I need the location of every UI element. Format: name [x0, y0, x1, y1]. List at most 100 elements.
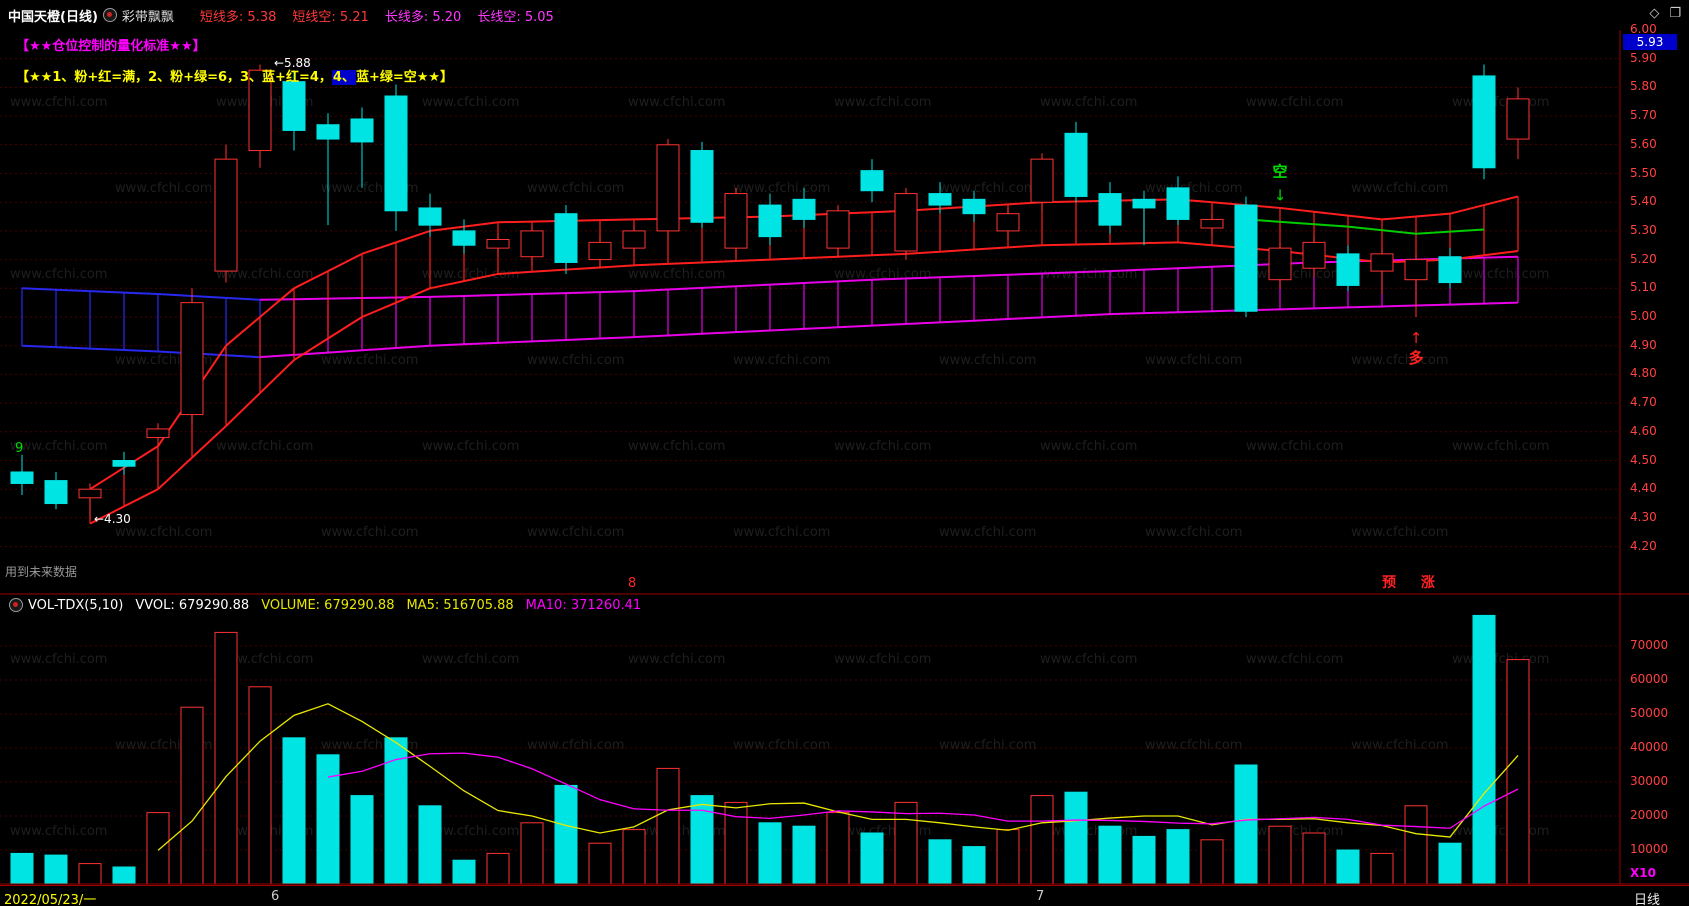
candle: [1166, 187, 1190, 220]
long-band-bottom: [1075, 313, 1111, 317]
price-axis-label: 4.70: [1630, 395, 1657, 410]
long-band-top: [1007, 272, 1043, 276]
candle: [1336, 253, 1360, 286]
candle: [1302, 241, 1326, 269]
long-band-bottom: [1279, 307, 1315, 311]
period-label[interactable]: 日线: [1634, 893, 1661, 906]
price-axis-label: 4.20: [1630, 538, 1657, 553]
long-band-bottom: [1143, 311, 1179, 315]
long-band-bottom: [735, 329, 771, 334]
price-axis-label: 5.50: [1630, 165, 1657, 180]
price-axis-label: 4.60: [1630, 423, 1657, 438]
long-band-top: [89, 290, 125, 294]
long-band-bottom: [55, 346, 91, 350]
short-band-top: [225, 316, 261, 347]
ma5-value: MA5: 516705.88: [406, 597, 514, 613]
short-band-bottom: [769, 257, 805, 261]
volume-bar: [1098, 825, 1122, 885]
indicator-name[interactable]: 彩带飘飘: [121, 9, 174, 25]
short-band-top: [327, 252, 363, 272]
volume-bar: [1404, 805, 1428, 885]
watermark-text: www.cfchi.com: [527, 525, 625, 540]
ribbon-legend-seg1: 【★★1、粉+红=满，2、粉+绿=6，3、蓝+红=4，: [16, 70, 332, 85]
price-axis-label: 4.90: [1630, 337, 1657, 352]
long-band-bottom: [803, 326, 839, 330]
watermark-text: www.cfchi.com: [1351, 181, 1449, 196]
candle: [452, 230, 476, 246]
indicator-value: 短线多: 5.38: [199, 9, 277, 25]
long-band-top: [361, 296, 397, 300]
long-band-bottom: [463, 341, 499, 346]
long-band-top: [1075, 270, 1111, 274]
watermark-text: www.cfchi.com: [733, 353, 831, 368]
short-band-bottom: [667, 261, 703, 265]
candle: [1064, 132, 1088, 197]
price-axis-label: 5.70: [1630, 108, 1657, 123]
indicator-values: 短线多: 5.38 短线空: 5.21 长线多: 5.20 长线空: 5.05: [184, 6, 554, 25]
watermark-text: www.cfchi.com: [939, 353, 1037, 368]
watermark-text: www.cfchi.com: [1246, 652, 1344, 667]
diamond-icon[interactable]: ◇: [1649, 6, 1660, 21]
short-band-bottom: [1075, 242, 1111, 246]
long-band-bottom: [599, 336, 635, 340]
volume-bar: [316, 754, 340, 885]
long-band-bottom: [1415, 303, 1451, 307]
volume-bar: [894, 801, 918, 885]
candle: [486, 239, 510, 249]
volume-bar: [588, 842, 612, 885]
watermark-text: www.cfchi.com: [1040, 95, 1138, 110]
watermark-text: www.cfchi.com: [1452, 439, 1550, 454]
long-band-top: [1143, 267, 1179, 271]
volume-bar: [248, 686, 272, 885]
candle: [350, 118, 374, 143]
volume-bar: [1200, 839, 1224, 885]
short-band-top: [1381, 215, 1417, 221]
volume-bar: [1064, 791, 1088, 885]
ma10-value: MA10: 371260.41: [525, 597, 642, 613]
short-band-bottom: [327, 316, 363, 340]
candle: [826, 210, 850, 249]
left-count-digit: 9: [15, 441, 24, 456]
candle: [112, 460, 136, 467]
short-band-bottom: [395, 287, 431, 304]
short-band-bottom: [1483, 249, 1519, 257]
indicator-toggle-icon[interactable]: [102, 8, 117, 22]
indicator-value: 长线空: 5.05: [477, 9, 554, 25]
long-band-bottom: [905, 321, 941, 325]
watermark-text: www.cfchi.com: [115, 525, 213, 540]
candle: [758, 204, 782, 238]
signal-short: 空: [1272, 162, 1287, 180]
volume-indicator-toggle-icon[interactable]: [9, 598, 23, 612]
volume-indicator-name[interactable]: VOL-TDX(5,10): [28, 597, 124, 613]
watermark-text: www.cfchi.com: [939, 738, 1037, 753]
candle: [520, 230, 544, 258]
volume-bar: [1030, 795, 1054, 885]
short-band-bottom: [89, 505, 125, 525]
watermark-text: www.cfchi.com: [422, 652, 520, 667]
long-band-bottom: [225, 354, 261, 359]
watermark-text: www.cfchi.com: [216, 267, 314, 282]
candle: [1234, 204, 1258, 312]
long-band-top: [1041, 271, 1077, 275]
signal-long: 多: [1408, 349, 1423, 367]
price-axis-label: 5.90: [1630, 50, 1657, 65]
long-band-bottom: [565, 337, 601, 341]
watermark-text: www.cfchi.com: [628, 652, 726, 667]
short-band-bottom: [361, 301, 397, 318]
short-band-bottom: [939, 248, 975, 253]
long-band-top: [599, 290, 635, 294]
long-band-bottom: [259, 353, 295, 359]
long-band-bottom: [89, 347, 125, 352]
candle: [180, 302, 204, 416]
long-band-top: [1109, 268, 1145, 273]
candle: [860, 170, 884, 192]
restore-window-icon[interactable]: ❐: [1669, 6, 1681, 21]
volume-bar: [146, 812, 170, 885]
watermark-text: www.cfchi.com: [1040, 439, 1138, 454]
peak-price-label: ←5.88: [274, 56, 311, 70]
short-band-top: [1347, 214, 1383, 221]
watermark-text: www.cfchi.com: [10, 439, 108, 454]
long-band-top: [123, 291, 159, 296]
